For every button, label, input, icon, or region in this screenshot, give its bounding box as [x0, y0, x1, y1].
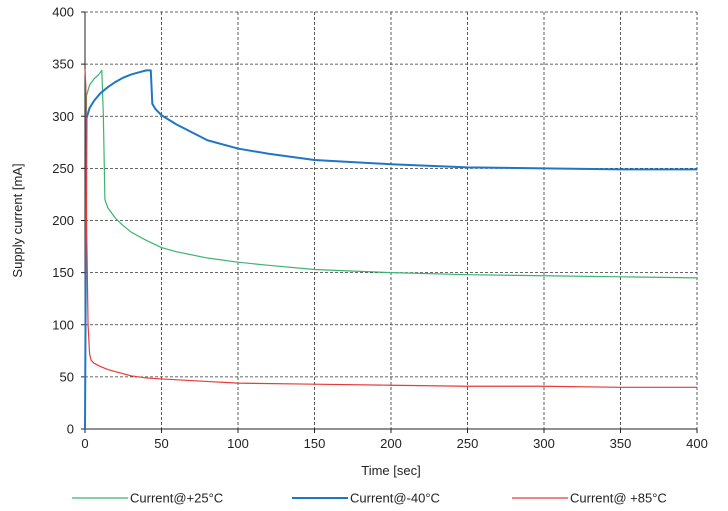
x-tick-label: 100: [227, 436, 249, 451]
legend-label: Current@-40°C: [350, 491, 440, 506]
x-tick-label: 350: [610, 436, 632, 451]
grid-lines: [84, 11, 698, 430]
legend: Current@+25°C Current@-40°C Current@ +85°C: [72, 491, 667, 506]
y-tick-label: 300: [52, 109, 74, 124]
legend-label: Current@+25°C: [130, 491, 223, 506]
y-tick-label: 0: [67, 422, 74, 437]
x-tick-label: 250: [457, 436, 479, 451]
x-tick-label: 300: [533, 436, 555, 451]
y-tick-label: 350: [52, 57, 74, 72]
x-tick-label: 0: [81, 436, 88, 451]
y-tick-label: 400: [52, 5, 74, 20]
series-line-1: [84, 69, 698, 430]
y-tick-label: 200: [52, 213, 74, 228]
series-line-2: [84, 69, 697, 430]
x-tick-label: 200: [380, 436, 402, 451]
y-axis-label: Supply current [mA]: [10, 163, 25, 277]
series-lines: [84, 69, 698, 430]
tick-labels: 0 50 100 150 200 250 300 350 400 0 50 100 150 200 250 3…: [52, 5, 708, 452]
series-line-3: [84, 69, 697, 388]
axes: [81, 11, 698, 433]
y-tick-label: 250: [52, 161, 74, 176]
y-tick-label: 50: [60, 369, 74, 384]
x-tick-label: 150: [304, 436, 326, 451]
x-tick-label: 400: [686, 436, 708, 451]
y-tick-label: 150: [52, 265, 74, 280]
x-tick-label: 50: [154, 436, 168, 451]
y-tick-label: 100: [52, 317, 74, 332]
legend-label: Current@ +85°C: [570, 491, 667, 506]
x-axis-label: Time [sec]: [361, 463, 420, 478]
